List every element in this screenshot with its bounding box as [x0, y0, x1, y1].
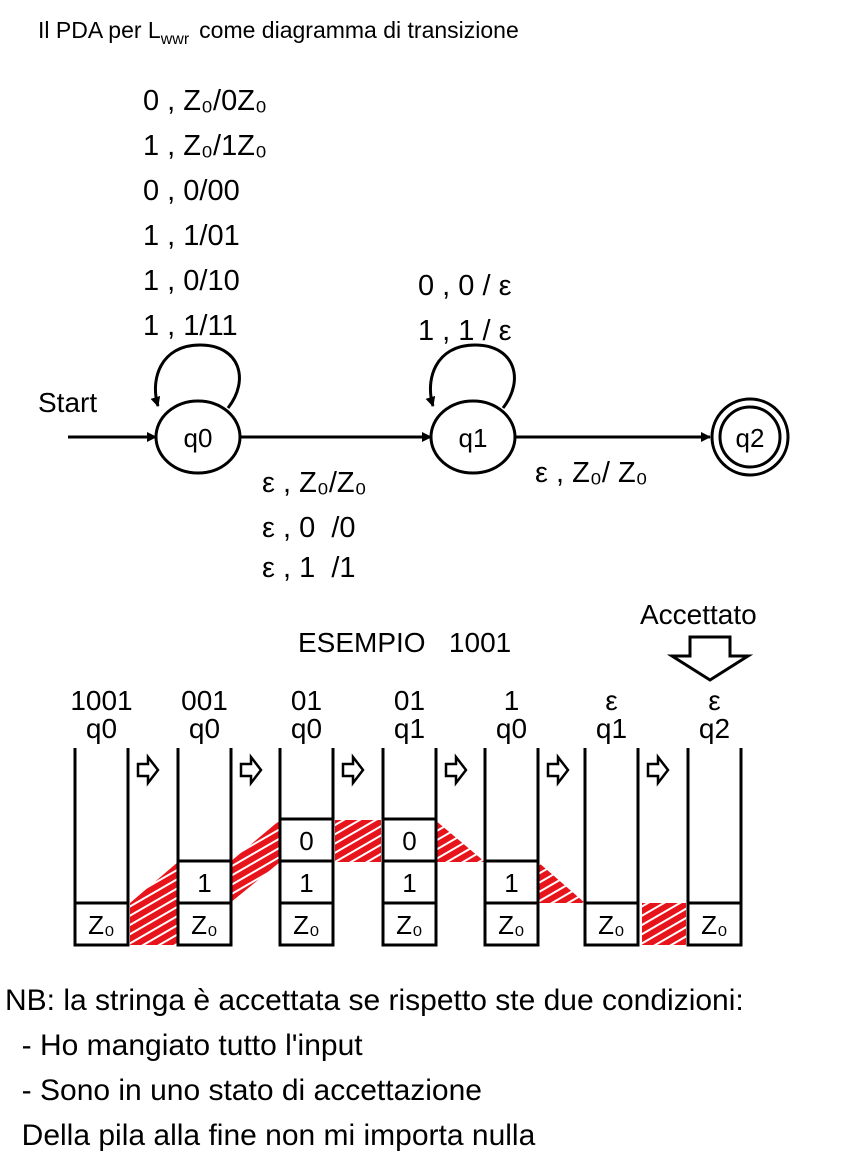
step-arrow	[646, 753, 670, 787]
state-label: q1	[459, 423, 488, 453]
input-label: 1	[504, 685, 520, 716]
stack	[686, 748, 743, 947]
transition-label: 1 , 0/10	[143, 265, 240, 297]
stack-cell: 1	[299, 868, 313, 898]
transition-label: 1 , Z₀/1Z₀	[143, 130, 267, 162]
step-arrow	[239, 753, 263, 787]
start-label: Start	[38, 387, 97, 418]
stack	[381, 748, 438, 947]
stack-cell: 1	[197, 868, 211, 898]
transition-label: ε , Z₀/Z₀	[262, 467, 367, 499]
transition-label: 0 , 0/00	[143, 175, 240, 207]
stack-cell: Z₀	[498, 910, 525, 940]
input-label: 001	[181, 685, 228, 716]
transition-label: 1 , 1/11	[143, 310, 238, 342]
input-label: 01	[394, 685, 425, 716]
transition-label: 1 , 1 / ε	[418, 315, 512, 347]
stack-transitions	[130, 820, 686, 945]
state-label: q2	[736, 423, 765, 453]
step-arrow	[444, 753, 468, 787]
state-label: q0	[189, 713, 220, 744]
stack-cell: Z₀	[191, 910, 218, 940]
transition-label: 0 , Z₀/0Z₀	[143, 85, 267, 117]
state-label: q0	[184, 423, 213, 453]
stack-cell: 1	[402, 868, 416, 898]
stack	[73, 748, 130, 947]
stack-cell: Z₀	[88, 910, 115, 940]
stack-cell: Z₀	[396, 910, 423, 940]
stack-cell: 0	[299, 826, 313, 856]
transition-label: ε , Z₀/ Z₀	[535, 457, 648, 489]
stack-cell: Z₀	[701, 910, 728, 940]
graph-lines	[68, 343, 790, 682]
state-label: q0	[291, 713, 322, 744]
state-label: q0	[86, 713, 117, 744]
title: Il PDA per Lwwr come diagramma di transiz…	[38, 17, 519, 48]
state-label: q1	[596, 713, 627, 744]
step-arrow	[341, 753, 365, 787]
note-line: Della pila alla fine non mi importa null…	[5, 1119, 536, 1152]
example-title: ESEMPIO 1001	[298, 627, 511, 658]
transition-label: ε , 0 /0	[262, 512, 356, 544]
state-label: q0	[496, 713, 527, 744]
stack	[278, 748, 335, 947]
transition-label: ε , 1 /1	[262, 552, 356, 584]
stack	[176, 748, 233, 947]
state-label: q2	[699, 713, 730, 744]
accepted-label: Accettato	[640, 599, 757, 630]
state-label: q1	[394, 713, 425, 744]
note-line: NB: la stringa è accettata se rispetto s…	[5, 984, 744, 1017]
transition-label: 1 , 1/01	[143, 220, 240, 252]
stack-cell: Z₀	[598, 910, 625, 940]
input-label: ε	[708, 685, 720, 716]
input-label: ε	[605, 685, 617, 716]
transition-label: 0 , 0 / ε	[418, 270, 512, 302]
step-arrow	[136, 753, 160, 787]
input-label: 1001	[70, 685, 132, 716]
stack-cell: 1	[504, 868, 518, 898]
input-label: 01	[291, 685, 322, 716]
stack-cell: Z₀	[293, 910, 320, 940]
stack	[483, 748, 540, 947]
note-line: - Sono in uno stato di accettazione	[5, 1074, 482, 1107]
note-line: - Ho mangiato tutto l'input	[5, 1029, 363, 1062]
stack-cell: 0	[402, 826, 416, 856]
step-arrow	[546, 753, 570, 787]
stack	[583, 748, 640, 947]
